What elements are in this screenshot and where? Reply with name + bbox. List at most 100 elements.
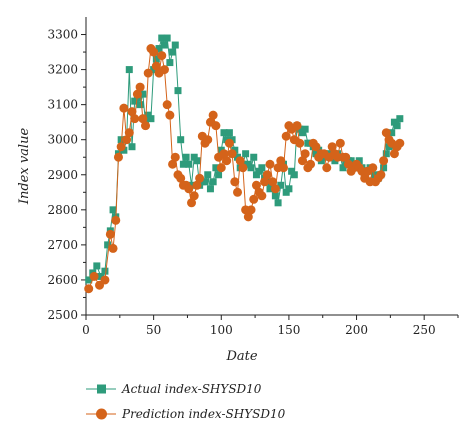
data-point (147, 115, 155, 123)
data-point (251, 180, 261, 190)
data-point (116, 142, 126, 152)
data-point (242, 150, 250, 158)
y-tick-label: 3000 (47, 133, 78, 147)
data-point (179, 160, 187, 168)
data-point (97, 272, 105, 280)
data-point (227, 149, 237, 159)
data-point (169, 48, 177, 56)
data-point (220, 129, 228, 137)
legend: Actual index-SHYSD10 Prediction index-SHY… (86, 382, 286, 421)
data-point (85, 276, 93, 284)
legend-item: Prediction index-SHYSD10 (86, 407, 286, 421)
data-point (206, 185, 214, 193)
y-tick-label: 2900 (47, 168, 78, 182)
data-point (151, 61, 161, 71)
data-point (144, 111, 152, 119)
data-point (382, 150, 390, 158)
data-point (105, 229, 115, 239)
data-point (128, 143, 136, 151)
data-point (390, 118, 398, 126)
data-point (243, 212, 253, 222)
data-point (257, 191, 267, 201)
data-point (285, 185, 293, 193)
data-point (125, 66, 133, 74)
data-point (108, 243, 118, 253)
data-point (119, 103, 129, 113)
data-point (396, 115, 404, 123)
data-point (159, 65, 169, 75)
data-point (298, 129, 306, 137)
data-point (143, 68, 153, 78)
data-point (376, 170, 386, 180)
data-point (368, 163, 378, 173)
legend-label: Actual index-SHYSD10 (121, 382, 262, 396)
data-point (288, 167, 296, 175)
x-tick-label: 250 (413, 323, 436, 337)
data-point (138, 114, 148, 124)
axes: 2500 2600 2700 2800 2900 3000 3100 3200 3300 0 50 1… (47, 17, 459, 337)
data-point (244, 160, 252, 168)
data-point (230, 177, 240, 187)
data-point (209, 178, 217, 186)
data-point (301, 125, 309, 133)
data-point (335, 138, 345, 148)
data-point (189, 191, 199, 201)
data-point (157, 51, 167, 61)
data-point (297, 156, 307, 166)
y-tick-label: 2700 (47, 238, 78, 252)
data-point (255, 167, 263, 175)
data-point (270, 184, 280, 194)
data-point (295, 138, 305, 148)
legend-marker (96, 408, 107, 420)
data-point (190, 153, 198, 161)
data-point (109, 206, 117, 214)
data-point (163, 34, 171, 42)
legend-marker (97, 384, 106, 394)
data-point (193, 157, 201, 165)
x-tick-label: 100 (210, 323, 233, 337)
y-axis-title: Index value (17, 128, 32, 206)
data-point (235, 156, 245, 166)
data-point (152, 55, 160, 63)
data-point (135, 82, 145, 92)
data-point (212, 164, 220, 172)
data-point (249, 194, 259, 204)
data-point (258, 164, 266, 172)
data-point (168, 159, 178, 169)
x-tick-label: 200 (345, 323, 368, 337)
legend-label: Prediction index-SHYSD10 (121, 407, 286, 421)
data-point (158, 34, 166, 42)
data-point (393, 122, 401, 130)
series-group (84, 34, 405, 294)
data-point (265, 159, 275, 169)
data-point (104, 241, 112, 249)
data-point (341, 152, 351, 162)
data-point (225, 129, 233, 137)
data-point (160, 41, 168, 49)
data-point (101, 267, 109, 275)
data-point (215, 171, 223, 179)
data-point (84, 284, 94, 294)
data-point (184, 184, 194, 194)
data-point (113, 152, 123, 162)
data-point (208, 110, 218, 120)
data-point (380, 164, 388, 172)
data-point (130, 114, 140, 124)
data-point (100, 275, 110, 285)
data-point (162, 100, 172, 110)
data-point (250, 153, 258, 161)
data-point (204, 171, 212, 179)
data-point (276, 156, 286, 166)
data-point (176, 173, 186, 183)
data-point (141, 121, 151, 131)
data-point (211, 121, 221, 131)
data-point (124, 128, 134, 138)
data-point (238, 163, 248, 173)
data-point (290, 171, 298, 179)
data-point (233, 187, 243, 197)
data-point (311, 142, 321, 152)
data-point (203, 135, 213, 145)
data-point (268, 177, 278, 187)
data-point (260, 177, 270, 187)
